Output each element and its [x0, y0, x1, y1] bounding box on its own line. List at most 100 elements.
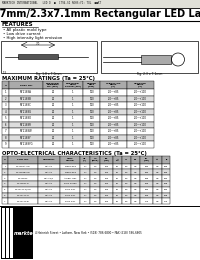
Text: MT1188B-UR: MT1188B-UR — [16, 172, 30, 173]
Text: -20~+85: -20~+85 — [108, 123, 119, 127]
Bar — [83, 141, 100, 147]
Text: STORAGE
TEMP
(°C): STORAGE TEMP (°C) — [134, 83, 147, 87]
Bar — [2, 198, 8, 204]
Text: 100: 100 — [104, 183, 109, 184]
Text: FORWARD
CURRENT
DC (mA): FORWARD CURRENT DC (mA) — [46, 83, 60, 87]
Bar — [100, 81, 127, 89]
Bar — [2, 121, 9, 128]
Bar — [131, 198, 140, 204]
Text: • Low drive current: • Low drive current — [3, 32, 40, 36]
Bar — [113, 187, 122, 192]
Bar — [2, 141, 9, 147]
Bar — [63, 115, 83, 121]
Bar — [140, 164, 153, 169]
Bar — [9, 102, 43, 108]
Bar — [140, 187, 153, 192]
Text: MAXIMUM RATINGS (Ta = 25°C): MAXIMUM RATINGS (Ta = 25°C) — [2, 76, 95, 81]
Text: MT1188C: MT1188C — [18, 178, 28, 179]
Text: 1: 1 — [72, 110, 74, 114]
Bar — [2, 175, 8, 181]
Text: OPTO-ELECTRICAL CHARACTERISTICS (Ta = 25°C): OPTO-ELECTRICAL CHARACTERISTICS (Ta = 25… — [2, 151, 147, 155]
Bar — [90, 169, 100, 175]
Bar — [2, 89, 9, 95]
Bar — [131, 187, 140, 192]
Text: 0.5: 0.5 — [134, 166, 137, 167]
Bar — [162, 181, 170, 187]
Text: 7.0: 7.0 — [36, 42, 40, 46]
Text: GaAlAs: GaAlAs — [45, 172, 53, 173]
Bar — [63, 95, 83, 102]
Text: 100: 100 — [104, 172, 109, 173]
Bar — [43, 81, 63, 89]
Bar — [63, 134, 83, 141]
Bar — [2, 95, 9, 102]
Bar — [127, 102, 154, 108]
Text: 1.7: 1.7 — [83, 195, 87, 196]
Text: 25: 25 — [116, 166, 119, 167]
Text: PART NO.: PART NO. — [20, 84, 32, 86]
Text: -20~+100: -20~+100 — [134, 136, 147, 140]
Bar — [60, 175, 80, 181]
Bar — [141, 55, 171, 64]
Text: 0.5: 0.5 — [156, 201, 159, 202]
Text: 4: 4 — [5, 110, 6, 114]
Text: 0.5: 0.5 — [134, 178, 137, 179]
Text: 4: 4 — [4, 183, 6, 184]
Text: Po: Po — [134, 159, 137, 160]
Bar — [9, 121, 43, 128]
Text: 1.7: 1.7 — [83, 183, 87, 184]
Text: 1.7: 1.7 — [83, 166, 87, 167]
Text: 100: 100 — [89, 129, 94, 133]
Bar — [63, 128, 83, 134]
Bar — [131, 169, 140, 175]
Text: MT1188O: MT1188O — [20, 116, 32, 120]
Bar — [127, 81, 154, 89]
Bar — [43, 115, 63, 121]
Text: 25: 25 — [116, 189, 119, 190]
Text: -20~+100: -20~+100 — [134, 129, 147, 133]
Text: 5.5: 5.5 — [125, 189, 128, 190]
Text: 0.5: 0.5 — [134, 201, 137, 202]
Bar — [83, 134, 100, 141]
Text: 5: 5 — [4, 189, 6, 190]
Bar — [8, 181, 38, 187]
Text: 25: 25 — [116, 201, 119, 202]
Bar — [2, 108, 9, 115]
Bar — [2, 115, 9, 121]
Text: 20: 20 — [51, 142, 55, 146]
Bar — [100, 134, 127, 141]
Text: 0.5: 0.5 — [134, 183, 137, 184]
Text: MT1188R: MT1188R — [20, 123, 32, 127]
Text: GaAlAs: GaAlAs — [45, 201, 53, 202]
Bar — [131, 192, 140, 198]
Bar — [100, 169, 113, 175]
Text: 100: 100 — [89, 123, 94, 127]
Text: GaAlAs: GaAlAs — [45, 166, 53, 167]
Text: Pure GaL: Pure GaL — [65, 195, 75, 196]
Bar — [100, 95, 127, 102]
Text: 3: 3 — [5, 103, 6, 107]
Bar — [1, 41, 97, 73]
Text: 0.5: 0.5 — [156, 195, 159, 196]
Text: 1.5: 1.5 — [93, 195, 97, 196]
Bar — [80, 192, 90, 198]
Text: 1: 1 — [72, 142, 74, 146]
Text: OPERATING
TEMP
(°C): OPERATING TEMP (°C) — [106, 83, 121, 87]
Text: 0.5: 0.5 — [134, 195, 137, 196]
Bar — [127, 134, 154, 141]
Bar — [113, 198, 122, 204]
Text: GaAlAs: GaAlAs — [45, 183, 53, 184]
Text: 1.8x7mm/2.3x7.1mm Rectangular LED Lamps: 1.8x7mm/2.3x7.1mm Rectangular LED Lamps — [0, 9, 200, 19]
Text: Amber GaL: Amber GaL — [64, 177, 76, 179]
Text: FEATURES: FEATURES — [2, 22, 34, 27]
Text: -20~+100: -20~+100 — [134, 123, 147, 127]
Bar — [38, 164, 60, 169]
Bar — [63, 141, 83, 147]
Bar — [8, 198, 38, 204]
Bar — [80, 155, 90, 164]
Bar — [6, 208, 8, 258]
Text: #: # — [4, 84, 6, 86]
Text: 100: 100 — [104, 189, 109, 190]
Text: -20~+85: -20~+85 — [108, 129, 119, 133]
Bar — [100, 175, 113, 181]
